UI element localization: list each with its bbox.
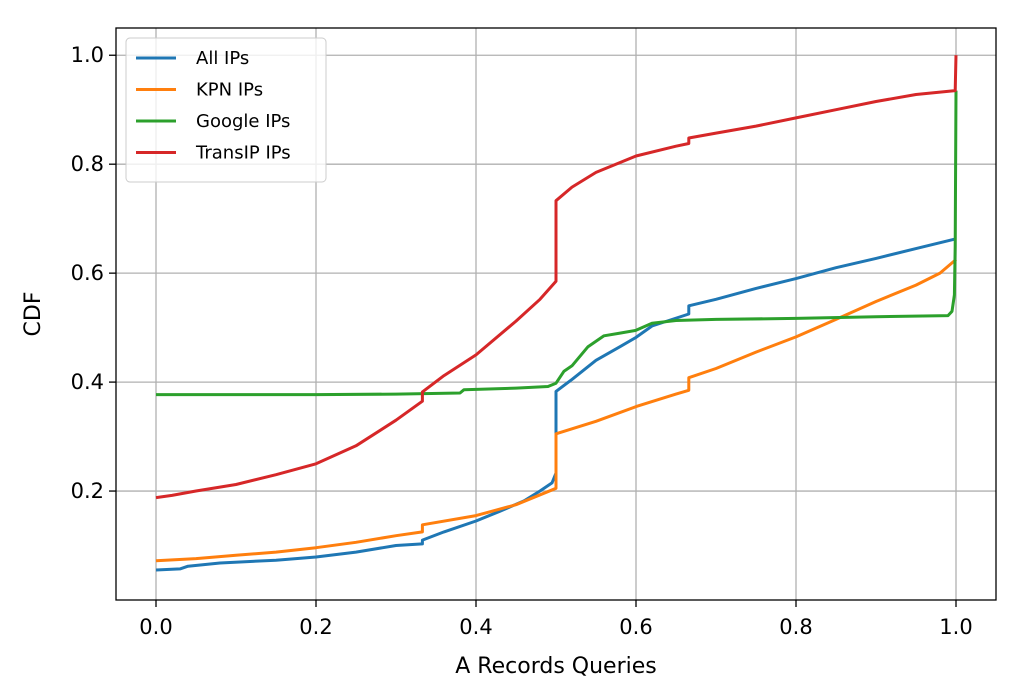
legend-label-kpn-ips: KPN IPs [196, 80, 263, 101]
series-line-google-ips [156, 90, 958, 397]
x-tick-label: 1.0 [939, 615, 972, 639]
legend-box [125, 37, 327, 183]
x-tick-label: 0.6 [619, 615, 652, 639]
y-axis-label: CDF [21, 292, 46, 337]
legend-items: All IPs KPN IPs Google IPs TransIP IPs [136, 48, 291, 164]
x-tick-label: 0.8 [779, 615, 812, 639]
y-tick-label: 0.2 [71, 479, 104, 503]
legend-label-all-ips: All IPs [196, 48, 249, 69]
y-tick-label: 0.4 [71, 370, 104, 394]
plot-frame [115, 27, 997, 601]
x-axis-label: A Records Queries [455, 654, 656, 679]
y-tick-label: 0.6 [71, 261, 104, 285]
x-tick-label: 0.0 [139, 615, 172, 639]
series-line-transip-ips [155, 55, 958, 500]
series-line-all-ips [155, 237, 957, 572]
legend: All IPs KPN IPs Google IPs TransIP IPs [125, 37, 327, 183]
y-tick-label: 0.8 [71, 152, 104, 176]
x-tick-label: 0.4 [459, 615, 492, 639]
series-line-kpn-ips [155, 258, 957, 563]
axis-ticks: 0.0 0.2 0.4 0.6 0.8 1.0 0.2 0.4 0.6 0.8 1.0 [71, 43, 973, 639]
legend-label-transip-ips: TransIP IPs [195, 143, 291, 164]
legend-label-google-ips: Google IPs [196, 111, 290, 132]
series-lines [155, 55, 958, 572]
y-tick-label: 1.0 [71, 43, 104, 67]
x-tick-label: 0.2 [299, 615, 332, 639]
